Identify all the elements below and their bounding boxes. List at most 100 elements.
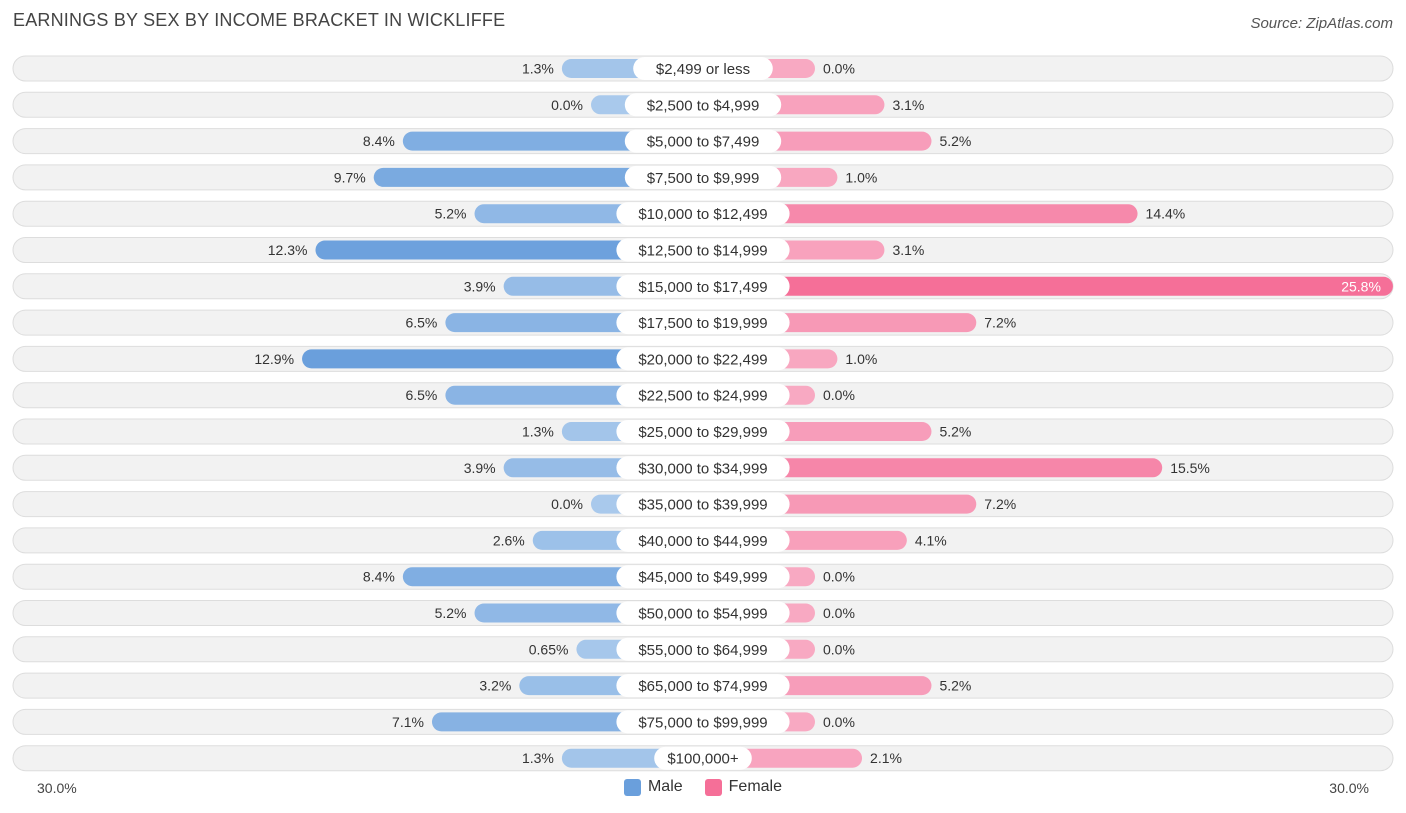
value-label-male: 1.3% bbox=[522, 750, 554, 766]
value-label-female: 15.5% bbox=[1170, 460, 1210, 476]
category-label: $100,000+ bbox=[667, 751, 739, 768]
category-label: $15,000 to $17,499 bbox=[638, 279, 767, 296]
chart-row: 3.2% 5.2% $65,000 to $74,999 bbox=[12, 672, 1394, 699]
legend-label-female: Female bbox=[728, 778, 783, 795]
value-label-male: 6.5% bbox=[405, 315, 437, 331]
category-label: $50,000 to $54,999 bbox=[638, 606, 767, 623]
chart-title: EARNINGS BY SEX BY INCOME BRACKET IN WIC… bbox=[13, 10, 506, 30]
category-pill bbox=[616, 202, 790, 226]
bar-female bbox=[703, 204, 1138, 224]
value-label-female: 5.2% bbox=[939, 133, 971, 149]
category-label: $65,000 to $74,999 bbox=[638, 678, 767, 695]
value-label-male: 8.4% bbox=[363, 569, 395, 585]
category-label: $75,000 to $99,999 bbox=[638, 714, 767, 731]
value-label-female: 1.0% bbox=[845, 169, 877, 185]
chart-plot: 1.3% 0.0% $2,499 or less 0.0% 3.1% $2,500 to … bbox=[12, 55, 1394, 772]
chart-row: 8.4% 5.2% $5,000 to $7,499 bbox=[12, 128, 1394, 155]
legend-label-male: Male bbox=[647, 778, 683, 795]
value-label-male: 3.9% bbox=[464, 278, 496, 294]
category-pill bbox=[616, 601, 790, 625]
legend: Male Female bbox=[0, 778, 1406, 796]
chart-row: 3.9% 25.8% $15,000 to $17,499 bbox=[12, 273, 1394, 300]
value-label-female: 4.1% bbox=[915, 532, 947, 548]
category-pill bbox=[654, 746, 752, 770]
value-label-female: 0.0% bbox=[823, 61, 855, 77]
category-pill bbox=[616, 710, 790, 734]
value-label-male: 3.9% bbox=[464, 460, 496, 476]
value-label-female: 7.2% bbox=[984, 496, 1016, 512]
axis-label-left: 30.0% bbox=[37, 780, 77, 796]
category-label: $45,000 to $49,999 bbox=[638, 569, 767, 586]
value-label-male: 9.7% bbox=[334, 169, 366, 185]
value-label-female: 0.0% bbox=[823, 605, 855, 621]
category-label: $2,499 or less bbox=[656, 61, 750, 78]
chart-row: 5.2% 0.0% $50,000 to $54,999 bbox=[12, 600, 1394, 626]
value-label-female: 1.0% bbox=[845, 351, 877, 367]
value-label-female: 7.2% bbox=[984, 315, 1016, 331]
category-label: $30,000 to $34,999 bbox=[638, 460, 767, 477]
value-label-male: 0.0% bbox=[551, 496, 583, 512]
value-label-male: 2.6% bbox=[493, 532, 525, 548]
chart-row: 0.0% 7.2% $35,000 to $39,999 bbox=[12, 491, 1394, 518]
value-label-female: 5.2% bbox=[939, 424, 971, 440]
value-label-female: 3.1% bbox=[892, 97, 924, 113]
chart-row: 1.3% 2.1% $100,000+ bbox=[12, 745, 1394, 772]
value-label-male: 0.65% bbox=[529, 641, 569, 657]
value-label-male: 7.1% bbox=[392, 714, 424, 730]
chart-row: 1.3% 5.2% $25,000 to $29,999 bbox=[12, 418, 1394, 445]
value-label-female: 3.1% bbox=[892, 242, 924, 258]
value-label-male: 0.0% bbox=[551, 97, 583, 113]
category-pill bbox=[616, 420, 790, 443]
category-pill bbox=[616, 456, 790, 480]
chart-row: 12.3% 3.1% $12,500 to $14,999 bbox=[12, 237, 1394, 263]
value-label-male: 5.2% bbox=[435, 206, 467, 222]
category-pill bbox=[616, 238, 790, 262]
value-label-male: 5.2% bbox=[435, 605, 467, 621]
category-label: $35,000 to $39,999 bbox=[638, 497, 767, 514]
legend-swatch-male bbox=[623, 778, 641, 796]
value-label-male: 1.3% bbox=[522, 61, 554, 77]
category-label: $20,000 to $22,499 bbox=[638, 351, 767, 368]
category-label: $25,000 to $29,999 bbox=[638, 424, 767, 441]
bar-female bbox=[703, 276, 1393, 296]
value-label-male: 1.3% bbox=[522, 424, 554, 440]
chart-row: 8.4% 0.0% $45,000 to $49,999 bbox=[12, 563, 1394, 590]
source-note: Source: ZipAtlas.com bbox=[1250, 15, 1393, 32]
chart-row: 3.9% 15.5% $30,000 to $34,999 bbox=[12, 454, 1394, 481]
value-label-female: 0.0% bbox=[823, 569, 855, 585]
category-label: $17,500 to $19,999 bbox=[638, 315, 767, 332]
bar-male bbox=[315, 240, 703, 260]
category-pill bbox=[616, 565, 790, 589]
category-pill bbox=[624, 165, 782, 189]
chart-row: 2.6% 4.1% $40,000 to $44,999 bbox=[12, 527, 1394, 554]
chart-row: 12.9% 1.0% $20,000 to $22,499 bbox=[12, 345, 1394, 372]
bar-male bbox=[373, 167, 703, 187]
category-pill bbox=[616, 528, 790, 552]
category-label: $12,500 to $14,999 bbox=[638, 243, 767, 260]
chart-row: 5.2% 14.4% $10,000 to $12,499 bbox=[12, 200, 1394, 227]
category-pill bbox=[624, 129, 782, 153]
legend-swatch-female bbox=[704, 778, 722, 796]
bar-female bbox=[703, 458, 1163, 478]
value-label-male: 6.5% bbox=[405, 387, 437, 403]
value-label-male: 12.3% bbox=[268, 242, 308, 258]
value-label-male: 8.4% bbox=[363, 133, 395, 149]
chart-row: 0.65% 0.0% $55,000 to $64,999 bbox=[12, 636, 1394, 663]
value-label-male: 3.2% bbox=[479, 678, 511, 694]
chart-row: 0.0% 3.1% $2,500 to $4,999 bbox=[12, 91, 1394, 118]
category-pill bbox=[616, 347, 790, 371]
category-pill bbox=[616, 383, 790, 407]
legend-item-female: Female bbox=[704, 778, 783, 796]
category-pill bbox=[616, 274, 790, 298]
category-label: $22,500 to $24,999 bbox=[638, 388, 767, 405]
value-label-female: 25.8% bbox=[1341, 278, 1381, 294]
chart-row: 9.7% 1.0% $7,500 to $9,999 bbox=[12, 164, 1394, 191]
bar-male bbox=[302, 349, 703, 369]
value-label-male: 12.9% bbox=[254, 351, 294, 367]
category-label: $40,000 to $44,999 bbox=[638, 533, 767, 550]
value-label-female: 0.0% bbox=[823, 641, 855, 657]
category-pill bbox=[616, 674, 790, 698]
value-label-female: 0.0% bbox=[823, 714, 855, 730]
category-pill bbox=[616, 311, 790, 335]
category-pill bbox=[633, 57, 773, 80]
